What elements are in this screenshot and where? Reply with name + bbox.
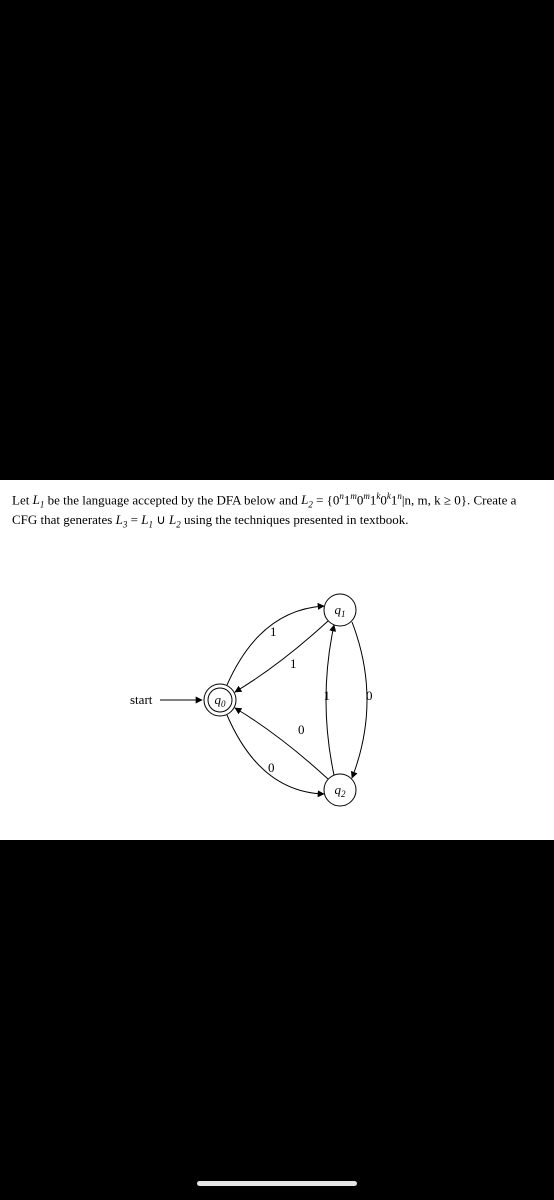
sym-L2b: L2: [169, 512, 181, 527]
edge-q1-q0: [235, 621, 328, 692]
sym-L1b: L1: [141, 512, 153, 527]
home-indicator[interactable]: [197, 1181, 357, 1186]
edge-q0-q1-label: 1: [270, 624, 277, 639]
edge-q1-q2: [352, 622, 367, 778]
phone-frame: Let L1 be the language accepted by the D…: [0, 0, 554, 1200]
state-q2: q2: [324, 774, 356, 806]
problem-statement: Let L1 be the language accepted by the D…: [12, 490, 542, 531]
state-q0: q0: [204, 684, 236, 716]
q0-sub: 0: [221, 699, 226, 709]
L1-letter: L: [33, 492, 40, 507]
edge-q1-q2-label: 0: [366, 688, 373, 703]
edge-q0-q2: [227, 715, 324, 794]
eq2: =: [127, 512, 141, 527]
cup: ∪: [153, 512, 169, 527]
text: be the language accepted by the DFA belo…: [44, 492, 301, 507]
q2-sub: 2: [341, 789, 346, 799]
start-label: start: [130, 692, 153, 707]
L3-letter: L: [116, 512, 123, 527]
dfa-svg: start 1 1 0 0 0 1: [130, 570, 430, 830]
sym-L2: L2: [301, 492, 313, 507]
sym-L1: L1: [33, 492, 45, 507]
text: = {0: [313, 492, 340, 507]
edge-q2-q0-label: 0: [298, 722, 305, 737]
text: using the techniques presented in textbo…: [181, 512, 409, 527]
dfa-diagram: start 1 1 0 0 0 1: [130, 570, 430, 830]
edge-q0-q2-label: 0: [268, 760, 275, 775]
edge-q2-q0: [235, 708, 328, 779]
edge-q0-q1: [227, 606, 324, 685]
q1-sub: 1: [341, 609, 346, 619]
edge-q1-q0-label: 1: [290, 656, 297, 671]
edge-q2-q1-label: 1: [324, 688, 331, 703]
state-q1: q1: [324, 594, 356, 626]
sym-L3: L3: [116, 512, 128, 527]
content-panel: Let L1 be the language accepted by the D…: [0, 480, 554, 840]
text: Let: [12, 492, 33, 507]
